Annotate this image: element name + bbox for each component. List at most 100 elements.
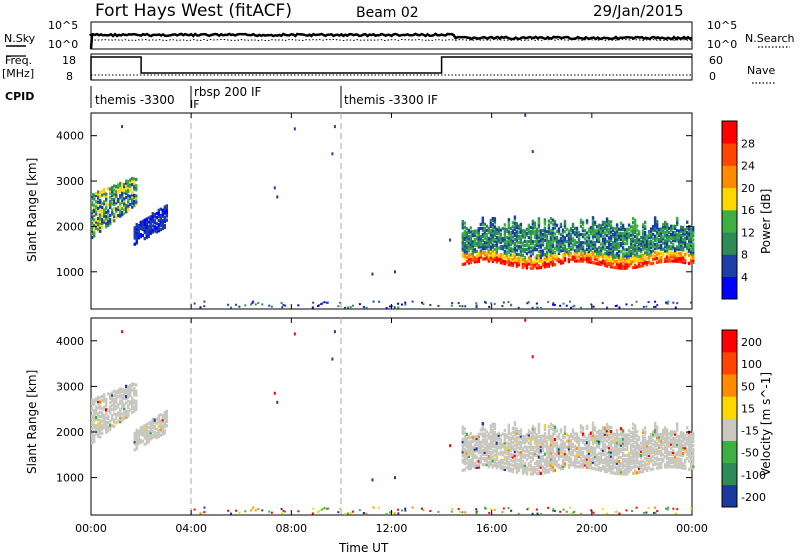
power-point (647, 242, 651, 246)
velocity-point (569, 438, 573, 443)
power-point (547, 223, 551, 227)
velocity-point (551, 424, 555, 428)
power-point (553, 252, 557, 256)
power-point (635, 251, 639, 255)
velocity-point (653, 456, 657, 460)
velocity-point (519, 450, 523, 455)
velocity-point (547, 451, 551, 455)
power-point (607, 252, 611, 256)
velocity-point (385, 513, 388, 516)
velocity-point (507, 444, 511, 448)
power-point (587, 233, 591, 237)
velocity-point (541, 444, 545, 448)
power-point (619, 233, 623, 238)
power-point (475, 229, 479, 233)
power-point (119, 190, 122, 194)
power-point (487, 251, 491, 255)
power-point (527, 246, 531, 250)
velocity-point (473, 447, 477, 451)
power-point (541, 251, 545, 255)
power-point (515, 232, 519, 236)
power-point (531, 306, 534, 309)
power-point (107, 219, 110, 223)
velocity-point (495, 464, 499, 468)
velocity-point (529, 468, 533, 472)
velocity-point (529, 460, 533, 464)
velocity-point (533, 427, 537, 431)
velocity-point (97, 422, 100, 426)
power-point (631, 237, 635, 241)
power-point (527, 250, 531, 254)
velocity-point (541, 438, 545, 442)
velocity-point (467, 467, 471, 471)
velocity-point (625, 457, 629, 462)
power-point (619, 266, 623, 270)
power-point (613, 253, 617, 257)
velocity-point (581, 461, 585, 465)
velocity-point (517, 458, 521, 462)
velocity-point (631, 471, 635, 475)
velocity-point (113, 398, 116, 402)
power-point (527, 229, 531, 234)
velocity-point (93, 402, 96, 407)
power-point (571, 228, 575, 233)
velocity-swatch (722, 352, 737, 375)
power-point (591, 261, 595, 265)
velocity-point (645, 448, 649, 452)
velocity-point (679, 445, 683, 449)
power-point (637, 230, 641, 234)
power-point (641, 247, 645, 251)
power-point (101, 222, 104, 226)
power-point (565, 227, 569, 231)
velocity-point (643, 444, 647, 448)
velocity-point (483, 450, 487, 454)
velocity-point (509, 467, 513, 471)
power-point (665, 301, 668, 304)
velocity-point (127, 391, 130, 395)
velocity-point (585, 453, 589, 457)
velocity-point (501, 459, 505, 463)
velocity-point (615, 461, 619, 465)
velocity-point (657, 449, 661, 453)
power-point (501, 259, 505, 263)
velocity-point (663, 465, 667, 469)
velocity-point (465, 445, 469, 449)
velocity-point (526, 508, 529, 511)
velocity-point (569, 447, 573, 451)
velocity-point (489, 459, 493, 463)
velocity-point (463, 441, 467, 445)
power-point (607, 219, 611, 224)
velocity-point (119, 387, 122, 391)
velocity-point (579, 438, 583, 442)
velocity-point (463, 451, 467, 455)
power-point (555, 254, 559, 258)
velocity-point (524, 318, 527, 322)
power-point (507, 232, 511, 236)
velocity-point (111, 424, 114, 428)
velocity-point (641, 451, 645, 455)
power-point (637, 242, 641, 246)
power-point (555, 248, 559, 252)
velocity-point (629, 461, 633, 465)
power-point (469, 226, 473, 230)
power-point (637, 248, 641, 252)
power-point (141, 223, 144, 228)
power-point (567, 233, 571, 237)
power-point (633, 255, 637, 259)
velocity-point (649, 437, 653, 441)
power-point (559, 224, 563, 229)
power-point (473, 237, 477, 242)
power-point (507, 246, 511, 250)
power-point (151, 224, 155, 228)
velocity-point (473, 435, 477, 439)
velocity-point (485, 440, 489, 444)
power-point (647, 260, 651, 264)
velocity-point (491, 463, 495, 467)
velocity-point (99, 404, 102, 408)
power-point (567, 249, 571, 254)
power-point (91, 225, 94, 229)
velocity-point (105, 404, 108, 408)
velocity-point (127, 389, 130, 393)
power-point (653, 242, 657, 247)
velocity-point (507, 506, 510, 509)
